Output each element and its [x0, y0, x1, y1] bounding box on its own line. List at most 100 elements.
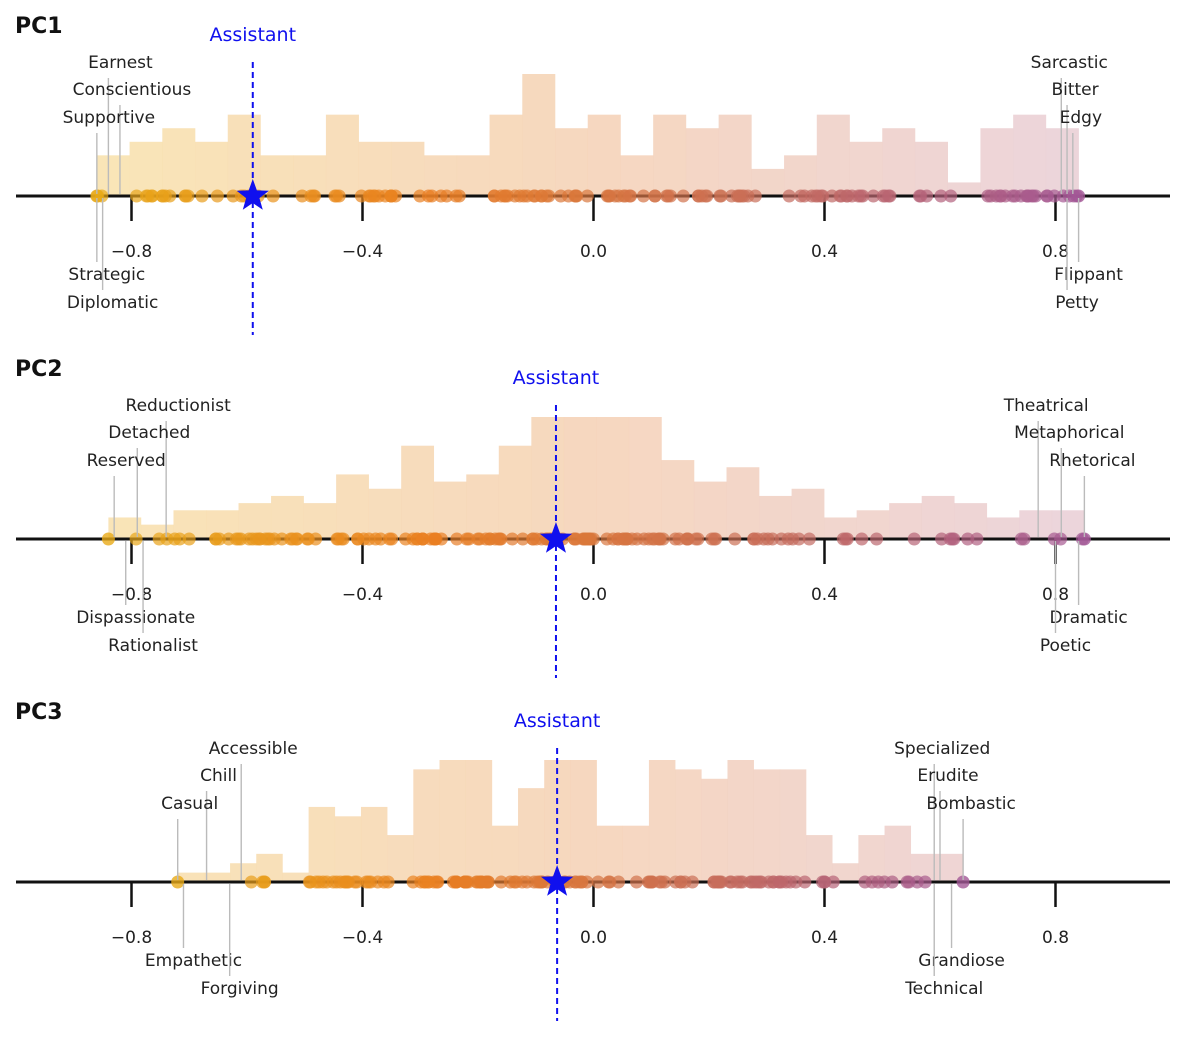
data-point [520, 875, 534, 889]
tick-label: −0.8 [111, 242, 152, 262]
hist-bar [360, 806, 388, 882]
data-point [945, 532, 959, 546]
data-point [732, 189, 746, 203]
data-point [350, 875, 364, 889]
data-point [839, 532, 853, 546]
data-point [630, 875, 644, 889]
trait-label: Conscientious [73, 80, 192, 100]
data-point [648, 532, 662, 546]
assistant-star-icon [236, 179, 269, 210]
trait-label: Technical [904, 979, 983, 999]
tick-label: 0.0 [580, 928, 607, 948]
data-point [642, 875, 656, 889]
data-point [101, 532, 115, 546]
data-point [713, 189, 727, 203]
assistant-label: Assistant [209, 24, 296, 46]
data-point [295, 189, 309, 203]
data-point [1054, 532, 1068, 546]
trait-label: Erudite [917, 766, 978, 786]
hist-bar [921, 495, 955, 539]
data-point [374, 532, 388, 546]
data-point [1072, 189, 1086, 203]
hist-bar [832, 863, 859, 882]
data-point [674, 875, 688, 889]
data-point [256, 875, 270, 889]
data-point [173, 532, 187, 546]
hist-bar [424, 155, 458, 196]
hist-bar [620, 155, 654, 196]
tick-label: −0.8 [111, 928, 152, 948]
data-point [676, 189, 690, 203]
trait-label: Metaphorical [1014, 423, 1124, 443]
trait-label: Edgy [1060, 108, 1102, 128]
trait-label: Reductionist [126, 396, 232, 416]
hist-bar [334, 816, 362, 882]
data-point [858, 875, 872, 889]
data-point [809, 189, 823, 203]
hist-bar [433, 481, 467, 539]
data-point [956, 875, 970, 889]
trait-label: Accessible [209, 739, 298, 759]
data-point [797, 189, 811, 203]
data-point [308, 189, 322, 203]
hist-bar [491, 825, 519, 882]
data-point [460, 532, 474, 546]
data-point [354, 189, 368, 203]
data-point [798, 875, 812, 889]
data-point [129, 532, 143, 546]
hist-bar [806, 835, 833, 882]
trait-label: Specialized [894, 739, 990, 759]
data-point [608, 189, 622, 203]
data-point [961, 532, 975, 546]
data-point [984, 189, 998, 203]
data-point [473, 532, 487, 546]
data-point [993, 189, 1007, 203]
data-point [494, 875, 508, 889]
data-point [340, 875, 354, 889]
trait-label: Bitter [1051, 80, 1098, 100]
data-point [664, 189, 678, 203]
panel-pc1: −0.8 −0.4 0.0 0.4 0.8 Earnest Conscientious Sup… [15, 14, 1170, 335]
hist-bar [195, 141, 229, 196]
data-point [286, 532, 300, 546]
hist-bar [570, 760, 597, 882]
data-point [1022, 189, 1036, 203]
data-point [709, 532, 723, 546]
data-point [818, 875, 832, 889]
data-point [855, 532, 869, 546]
data-point [654, 875, 668, 889]
data-point [747, 532, 761, 546]
data-point [182, 532, 196, 546]
trait-label: Rationalist [108, 636, 198, 656]
data-point [733, 875, 747, 889]
data-point [685, 875, 699, 889]
data-point [459, 875, 473, 889]
data-point [181, 189, 195, 203]
hist-bar [489, 114, 523, 196]
trait-label: Sarcastic [1031, 53, 1108, 73]
hist-bar [726, 467, 760, 539]
trait-label: Dramatic [1049, 608, 1127, 628]
data-point [531, 875, 545, 889]
trait-label: Empathetic [145, 951, 242, 971]
data-point [479, 875, 493, 889]
trait-label: Reserved [87, 451, 166, 471]
data-point [244, 875, 258, 889]
hist-bar [718, 114, 752, 196]
panel-title: PC2 [15, 357, 63, 382]
hist-bar [753, 769, 781, 882]
data-point [885, 875, 899, 889]
trait-label: Grandiose [918, 951, 1005, 971]
data-point [1047, 189, 1061, 203]
data-point [367, 189, 381, 203]
data-point [762, 875, 776, 889]
data-point [774, 532, 788, 546]
data-point [970, 532, 984, 546]
data-point [385, 532, 399, 546]
hist-bar [293, 155, 327, 196]
data-point [611, 532, 625, 546]
hist-bar [849, 141, 883, 196]
panel-title: PC1 [15, 14, 63, 39]
data-point [316, 875, 330, 889]
